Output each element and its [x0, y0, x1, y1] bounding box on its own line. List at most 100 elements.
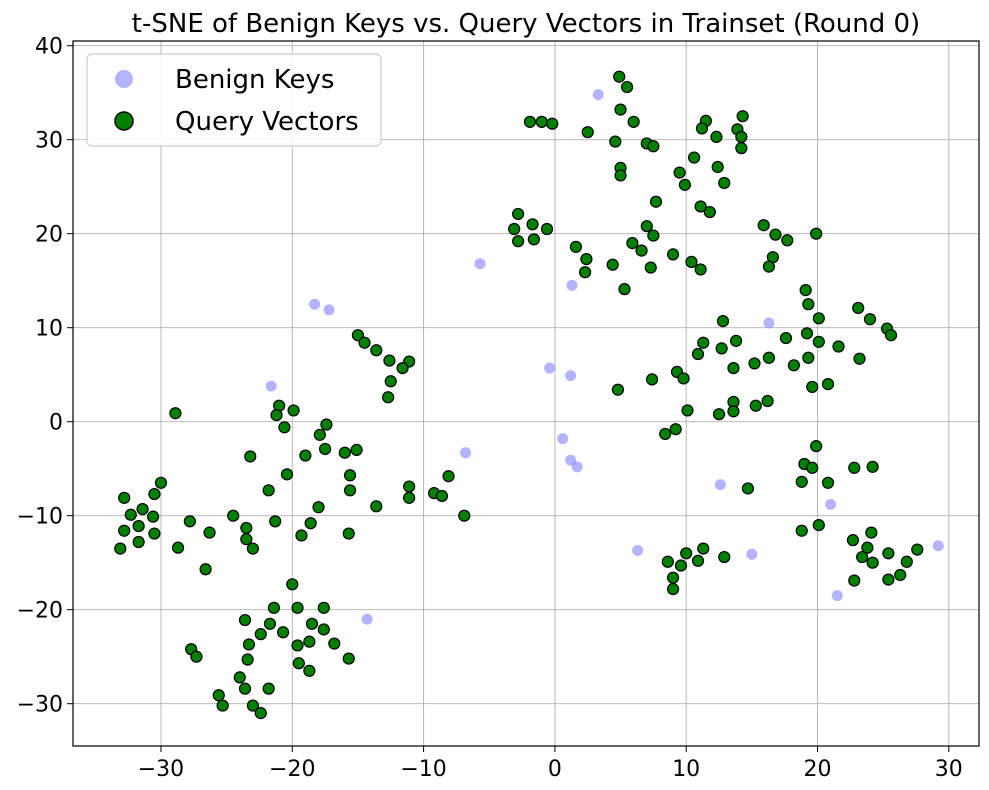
query-vector-point	[812, 312, 825, 325]
x-tick-label: −10	[400, 757, 446, 782]
query-vector-point	[118, 524, 131, 537]
query-vector-point	[578, 266, 592, 279]
query-vector-point	[370, 500, 383, 513]
query-vector-point	[618, 283, 631, 296]
plot-frame	[72, 40, 980, 747]
query-vector-point	[313, 428, 326, 441]
query-vector-point	[691, 347, 705, 361]
benign-key-point	[474, 258, 486, 270]
chart-title: t-SNE of Benign Keys vs. Query Vectors i…	[132, 9, 920, 39]
query-vector-point	[540, 222, 554, 236]
benign-key-point	[592, 89, 604, 101]
query-vector-point	[802, 351, 815, 364]
query-vector-point	[350, 443, 363, 456]
query-vector-point	[718, 176, 731, 190]
query-vector-point	[262, 682, 275, 695]
query-vector-point	[267, 601, 280, 614]
benign-key-point	[763, 317, 775, 329]
query-vector-point	[866, 556, 879, 569]
query-vector-point	[581, 126, 594, 139]
query-vector-point	[238, 682, 252, 695]
y-tick-label: −20	[17, 599, 63, 624]
query-vector-point	[611, 383, 625, 396]
query-vector-point	[244, 450, 257, 463]
query-vector-point	[718, 550, 731, 564]
query-vector-point	[644, 261, 657, 274]
query-vector-point	[712, 408, 726, 421]
legend-label-benign-keys: Benign Keys	[175, 65, 334, 95]
query-vector-point	[697, 336, 710, 349]
query-vector-point	[320, 418, 333, 431]
query-vector-point	[677, 372, 690, 385]
query-vector-point	[729, 334, 743, 347]
query-vector-point	[254, 628, 267, 641]
query-vector-point	[647, 229, 660, 242]
benign-key-point	[460, 447, 472, 459]
query-vector-point	[512, 235, 525, 248]
query-vector-point	[669, 423, 682, 436]
query-vector-point	[351, 329, 365, 342]
query-vector-point	[278, 421, 291, 434]
query-vector-point	[832, 340, 845, 353]
query-vector-point	[749, 399, 762, 412]
query-vector-point	[678, 178, 691, 191]
query-vector-point	[757, 219, 770, 232]
legend-label-query-vectors: Query Vectors	[175, 107, 359, 137]
query-vector-point	[227, 509, 240, 522]
query-vector-point	[254, 706, 267, 720]
y-tick-label: 40	[35, 35, 63, 60]
query-vector-point	[884, 329, 898, 342]
query-vector-point	[911, 543, 924, 556]
query-vector-point	[852, 301, 865, 315]
benign-key-point	[544, 362, 556, 374]
query-vector-point	[569, 240, 582, 253]
y-tick-label: 10	[35, 317, 63, 342]
query-vector-point	[317, 601, 330, 614]
benign-key-point	[932, 540, 944, 552]
query-vector-point	[343, 469, 357, 482]
query-vector-point	[666, 582, 680, 596]
query-vector-point	[900, 555, 913, 568]
query-vector-point	[685, 255, 698, 268]
y-tick-label: 20	[35, 223, 63, 248]
query-vector-point	[146, 510, 160, 523]
query-vector-point	[812, 518, 825, 532]
query-vector-point	[769, 228, 782, 241]
query-vector-point	[865, 526, 878, 539]
query-vector-point	[680, 547, 693, 560]
benign-key-point	[557, 433, 569, 445]
query-vector-point	[894, 568, 907, 582]
benign-key-point	[361, 613, 373, 625]
query-vector-point	[882, 573, 895, 586]
query-vector-point	[691, 554, 705, 567]
query-vector-point	[233, 671, 246, 684]
benign-key-point	[825, 498, 837, 510]
query-vector-point	[711, 160, 724, 174]
query-vector-point	[762, 260, 776, 273]
query-vector-point	[319, 442, 332, 456]
query-vector-point	[787, 359, 800, 372]
query-vector-point	[246, 542, 259, 555]
query-vector-point	[508, 222, 521, 236]
query-vector-point	[812, 335, 825, 348]
query-vector-point	[882, 547, 895, 560]
query-vector-point	[523, 115, 537, 128]
query-vector-point	[291, 601, 304, 614]
query-vector-point	[403, 480, 416, 493]
query-vector-point	[286, 578, 299, 591]
query-vector-point	[526, 218, 539, 231]
query-vector-point	[856, 550, 869, 564]
query-vector-point	[694, 263, 707, 276]
legend-box	[86, 53, 382, 147]
query-vector-point	[383, 354, 396, 367]
query-vector-point	[810, 227, 823, 240]
query-vector-point	[148, 487, 161, 501]
query-vector-point	[303, 664, 316, 677]
query-vector-point	[292, 657, 305, 670]
x-tick-label: −20	[269, 757, 315, 782]
x-tick-label: 0	[548, 757, 562, 782]
query-vector-point	[370, 344, 383, 357]
query-vector-point	[762, 351, 776, 364]
query-vector-point	[358, 336, 371, 349]
query-vector-point	[716, 315, 730, 328]
